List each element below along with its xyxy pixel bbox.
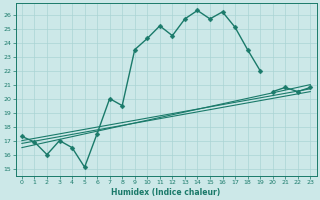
X-axis label: Humidex (Indice chaleur): Humidex (Indice chaleur) [111, 188, 221, 197]
